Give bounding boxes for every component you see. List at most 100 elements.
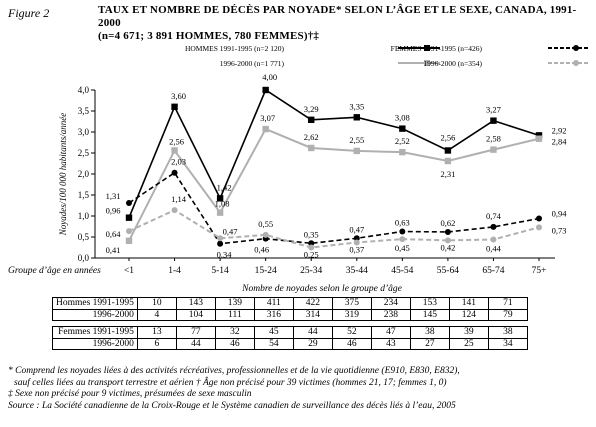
data-point [125,237,133,244]
data-point [490,117,497,124]
table-cell: 44 [292,326,333,339]
data-point [490,146,497,153]
table-cell: 43 [370,337,411,350]
data-label: 3,08 [395,113,410,123]
data-point [126,228,132,235]
data-point [399,148,406,156]
table-cell: 141 [448,297,489,310]
series-line [128,208,540,249]
data-label: 3,60 [171,91,186,101]
footnotes: * Comprend les noyades liées à des activ… [8,366,593,412]
data-point [353,239,360,246]
data-point [171,147,178,154]
data-point [125,214,133,221]
data-label: 2,03 [171,157,186,167]
row-label: 1996-2000 [52,337,138,350]
table-cell: 6 [136,337,177,350]
data-point [308,240,315,247]
table-cell: 13 [136,326,177,339]
data-label: 0,64 [106,229,122,239]
data-point [535,132,543,139]
x-row-label: Groupe d’âge en années [8,266,101,276]
table-cell: 45 [253,326,294,339]
data-label: 0,47 [223,226,238,236]
data-label: 0,62 [440,218,455,228]
data-point [171,207,178,214]
table-cell: 422 [292,297,333,310]
data-point [126,199,132,206]
data-label: 0,55 [258,219,273,229]
data-label: 3,07 [260,113,275,123]
data-point [444,147,452,154]
table-cell: 143 [175,297,216,310]
y-tick-label: 4,0 [78,85,90,95]
data-label: 0,34 [217,250,233,260]
data-label: 2,58 [486,134,501,144]
data-label: 0,25 [304,250,319,260]
table-cell: 77 [175,326,216,339]
table-cell: 44 [175,337,216,350]
data-point [262,231,269,238]
x-tick-label: 75+ [532,266,547,276]
counts-table: Hommes 1991-1995 10 143 139 411 422 375 234 153 1… [52,297,528,350]
row-label: 1996-2000 [52,308,138,321]
x-tick-label: 1-4 [168,266,181,276]
y-tick-label: 1,0 [78,211,90,221]
y-tick-label: 3,0 [78,127,90,137]
series-line [128,88,540,218]
data-point [399,236,406,243]
data-point [535,135,543,142]
table-cell: 319 [331,308,372,321]
y-tick-label: 1,5 [78,190,90,200]
figure-label: Figure 2 [8,6,50,20]
data-point [216,195,224,202]
table-cell: 32 [214,326,255,339]
y-tick-label: 0,0 [78,253,90,263]
data-point [444,228,451,235]
data-label: 3,35 [349,101,364,111]
data-label: 0,94 [552,209,568,219]
chart-title: TAUX ET NOMBRE DE DÉCÈS PAR NOYADE* SELO… [98,4,588,43]
data-label: 2,52 [395,136,410,146]
table-cell: 10 [136,297,177,310]
row-label: Hommes 1991-1995 [52,297,138,310]
table-cell: 111 [214,308,255,321]
data-point [262,125,269,133]
data-point [217,240,224,247]
legend-swatch-marker [424,60,430,66]
legend-swatch-marker [573,60,579,66]
legend-label: 1996-2000 (n=354) [423,59,482,68]
table-cell: 34 [487,337,528,350]
footnote-2: sauf celles liées au transport terrestre… [14,377,447,388]
data-label: 0,45 [395,243,410,253]
footnote-1: * Comprend les noyades liées à des activ… [8,366,460,376]
table-cell: 124 [448,308,489,321]
data-point [536,215,542,222]
legend-label: 1996-2000 (n=1 771) [220,59,285,68]
table-cell: 234 [370,297,411,310]
data-label: 0,35 [304,229,319,239]
table-cell: 27 [409,337,450,350]
data-point [353,147,360,155]
table-cell: 79 [487,308,528,321]
y-tick-label: 3,5 [78,106,90,116]
table-cell: 39 [448,326,489,339]
series-line [128,127,540,242]
x-tick-label: 25-34 [300,266,322,276]
table-cell: 38 [487,326,528,339]
legend-label: HOMMES 1991-1995 (n=2 120) [185,44,285,53]
table-cell: 46 [214,337,255,350]
series-line [128,171,540,245]
data-label: 2,56 [169,136,184,146]
table-cell: 52 [331,326,372,339]
data-label: 0,63 [395,218,410,228]
data-label: 0,42 [440,242,455,252]
data-label: 2,84 [552,137,568,147]
table-cell: 38 [409,326,450,339]
data-point [444,157,452,165]
table-cell: 25 [448,337,489,350]
data-label: 1,31 [106,191,121,201]
x-tick-label: 45-54 [391,266,413,276]
x-axis-title: Nombre de noyades selon le groupe d’âge [241,284,402,294]
data-point [262,86,269,94]
